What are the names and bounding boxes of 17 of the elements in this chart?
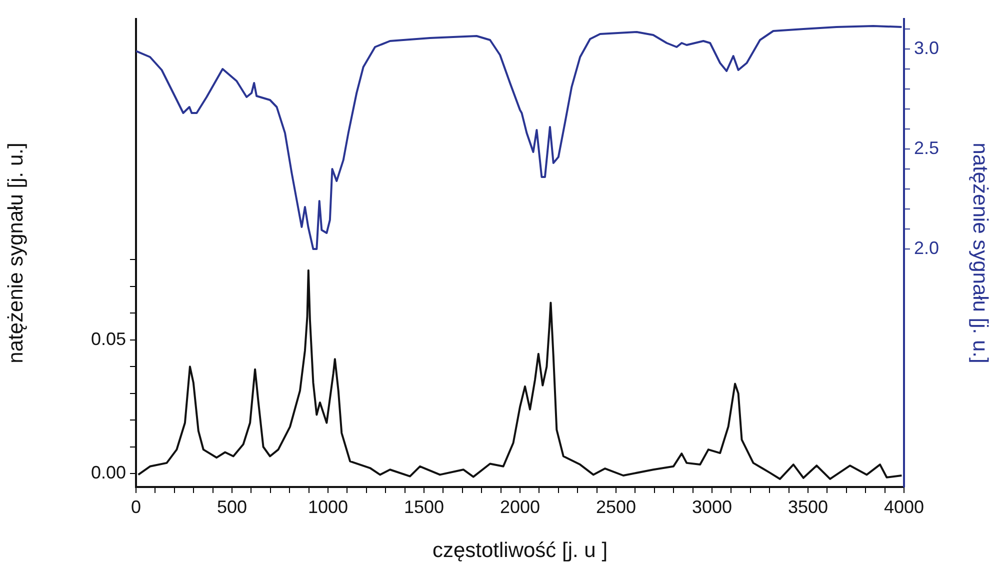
x-tick-label: 2000 [500,496,540,517]
x-axis-title: częstotliwość [j. u ] [432,539,608,562]
y2-tick-label: 2.0 [914,238,940,258]
x-tick-label: 3000 [692,496,732,517]
y2-axis-title: natężenie sygnału [j. u.] [968,142,992,364]
x-tick-label: 4000 [884,496,924,517]
x-tick-label: 0 [130,496,142,517]
x-tick-label: 1500 [404,496,444,517]
y-axis-title: natężenie sygnału [j. u.] [4,142,28,364]
x-tick-label: 2500 [596,496,636,517]
x-tick-label: 1000 [308,496,348,517]
x-tick-label: 500 [216,496,248,517]
y2-tick-label: 3.0 [914,38,940,58]
y2-tick-label: 2.5 [914,138,940,158]
y-tick-label: 0.00 [90,462,126,483]
y-tick-label: 0.05 [90,328,126,349]
x-tick-label: 3500 [788,496,828,517]
